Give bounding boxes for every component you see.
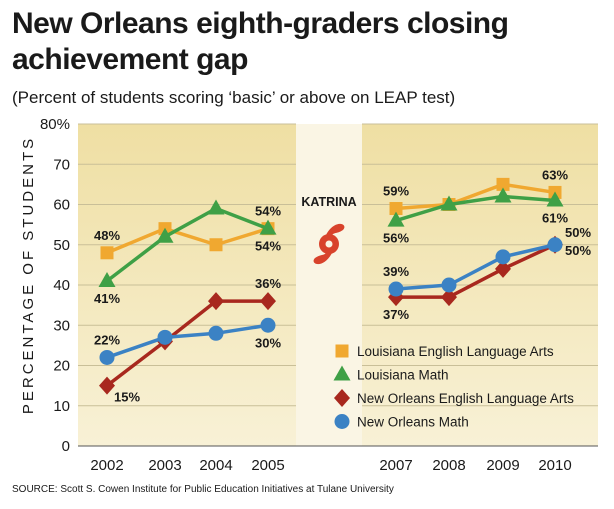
series-line-louisiana-math: [395, 194, 556, 223]
data-point-new-orleans-math: [260, 317, 276, 333]
series-line-louisiana-math: [105, 206, 269, 283]
y-tick-label: 30: [53, 317, 70, 334]
hurricane-icon: [313, 223, 345, 265]
data-label: 50%: [565, 243, 591, 258]
data-label: 54%: [255, 239, 281, 254]
data-point-louisiana-math: [207, 199, 225, 215]
data-point-louisiana-math: [440, 195, 458, 211]
legend-label-new-orleans-english-language-arts: New Orleans English Language Arts: [357, 391, 574, 406]
chart-title: New Orleans eighth-graders closing achie…: [12, 6, 614, 78]
y-tick-label: 70: [53, 156, 70, 173]
legend-label-new-orleans-math: New Orleans Math: [357, 415, 469, 430]
series-line-new-orleans-english-language-arts: [396, 243, 556, 299]
hurricane-icon-eye: [325, 240, 333, 248]
series-line-new-orleans-math: [395, 243, 556, 291]
plot-gap-katrina: [296, 124, 362, 446]
data-point-louisiana-math: [387, 211, 405, 227]
data-point-new-orleans-math: [547, 237, 563, 253]
data-label: 56%: [383, 231, 409, 246]
data-label: 61%: [542, 210, 568, 225]
x-tick-label: 2003: [148, 457, 181, 474]
data-point-new-orleans-math: [441, 277, 457, 293]
source-note: SOURCE: Scott S. Cowen Institute for Pub…: [12, 484, 394, 495]
data-label: 54%: [255, 204, 281, 219]
x-tick-label: 2008: [432, 457, 465, 474]
y-axis-title: PERCENTAGE OF STUDENTS: [20, 136, 37, 414]
series-line-new-orleans-math: [106, 323, 269, 360]
y-tick-label: 20: [53, 358, 70, 375]
x-tick-label: 2005: [251, 457, 284, 474]
y-tick-label: 60: [53, 197, 70, 214]
data-label: 39%: [383, 264, 409, 279]
data-point-new-orleans-english-language-arts: [495, 259, 511, 278]
data-point-new-orleans-english-language-arts: [208, 292, 224, 311]
data-point-louisiana-math: [98, 271, 116, 287]
data-label: 48%: [94, 228, 120, 243]
data-point-new-orleans-english-language-arts: [441, 288, 457, 307]
legend-label-louisiana-english-language-arts: Louisiana English Language Arts: [357, 344, 554, 359]
chart-subtitle: (Percent of students scoring ‘basic’ or …: [12, 88, 456, 107]
x-tick-label: 2010: [538, 457, 571, 474]
data-point-new-orleans-math: [388, 281, 404, 297]
series-line-louisiana-english-language-arts: [395, 182, 556, 211]
legend-marker-new-orleans-english-language-arts: [334, 389, 350, 407]
data-label: 15%: [114, 390, 140, 405]
data-point-louisiana-math: [546, 191, 564, 207]
hurricane-icon-arm-top: [326, 223, 345, 235]
data-point-new-orleans-math: [157, 329, 173, 345]
y-tick-label: 50: [53, 237, 70, 254]
x-tick-label: 2004: [199, 457, 232, 474]
x-tick-label: 2007: [379, 457, 412, 474]
data-point-new-orleans-english-language-arts: [99, 376, 115, 395]
data-label: 41%: [94, 291, 120, 306]
data-point-louisiana-math: [494, 187, 512, 203]
data-point-louisiana-math: [156, 227, 174, 243]
data-label: 36%: [255, 276, 281, 291]
y-tick-label: 0: [62, 438, 70, 455]
data-point-new-orleans-english-language-arts: [260, 292, 276, 311]
data-point-new-orleans-math: [99, 349, 115, 365]
data-label: 63%: [542, 167, 568, 182]
x-tick-label: 2009: [486, 457, 519, 474]
legend-marker-louisiana-math: [333, 365, 351, 381]
y-tick-label: 40: [53, 277, 70, 294]
data-point-new-orleans-math: [208, 325, 224, 341]
legend-marker-new-orleans-math: [334, 414, 350, 429]
x-tick-label: 2002: [90, 457, 123, 474]
chart-title-text: New Orleans eighth-graders closing achie…: [12, 7, 509, 76]
legend-marker-louisiana-english-language-arts: [335, 344, 349, 358]
katrina-label: KATRINA: [301, 195, 356, 209]
data-point-louisiana-math: [259, 219, 277, 235]
data-point-louisiana-english-language-arts: [389, 202, 403, 216]
data-point-louisiana-english-language-arts: [496, 177, 510, 191]
hurricane-icon-arm-bottom: [313, 253, 332, 265]
data-point-new-orleans-math: [495, 249, 511, 265]
series-line-louisiana-english-language-arts: [106, 226, 269, 255]
data-point-louisiana-english-language-arts: [209, 238, 223, 252]
data-label: 59%: [383, 184, 409, 199]
legend-label-louisiana-math: Louisiana Math: [357, 368, 449, 383]
y-tick-label: 10: [53, 398, 70, 415]
data-label: 37%: [383, 307, 409, 322]
y-tick-label: 80%: [40, 116, 70, 133]
data-point-louisiana-english-language-arts: [100, 246, 114, 260]
data-label: 30%: [255, 335, 281, 350]
data-label: 50%: [565, 225, 591, 240]
series-line-new-orleans-english-language-arts: [105, 299, 268, 388]
data-label: 22%: [94, 332, 120, 347]
